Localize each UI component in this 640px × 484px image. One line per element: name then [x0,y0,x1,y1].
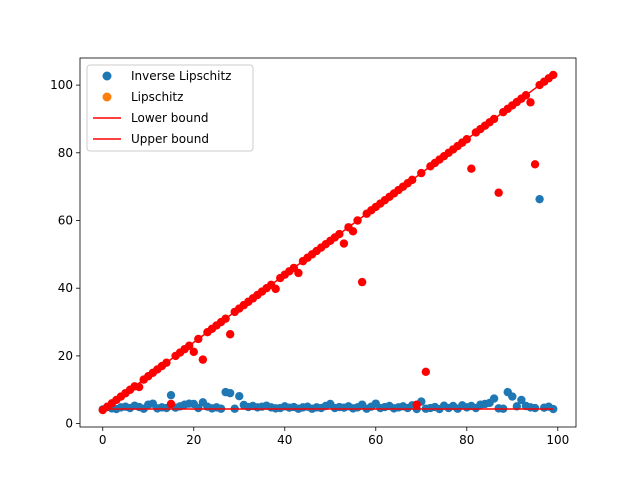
legend-marker [102,71,112,81]
data-point [189,347,198,357]
data-point [467,164,476,173]
data-point [494,188,503,197]
legend-entry: Inverse Lipschitz [102,69,231,83]
data-point [348,227,358,236]
x-tick-label: 80 [459,433,474,447]
y-tick-label: 0 [65,417,73,431]
y-tick-label: 100 [50,78,73,92]
legend-box [86,64,254,152]
data-point [357,277,367,287]
y-tick-label: 20 [58,349,73,363]
legend-entry: Lipschitz [102,90,183,104]
data-point [535,194,544,204]
legend-label: Inverse Lipschitz [131,69,231,83]
data-point [508,392,517,401]
x-tick-label: 0 [99,433,107,447]
data-point [271,284,280,294]
upper-bound-line [102,74,554,411]
y-tick-label: 40 [58,281,73,295]
legend-label: Lipschitz [131,90,183,104]
plot-area [98,70,558,415]
legend-marker [102,92,112,102]
data-point [194,403,203,413]
axes-frame [79,57,577,428]
y-tick-label: 80 [58,146,73,160]
legend-entry: Upper bound [93,132,209,146]
data-point [134,382,144,392]
data-point [198,355,208,364]
axes: 0 20 40 60 80 100 0 20 40 60 80 100 [50,57,577,447]
data-point [526,98,535,107]
data-point [489,394,499,403]
data-point [166,399,176,409]
data-point [225,330,235,339]
data-point [235,391,244,401]
data-point [339,239,349,248]
x-tick-label: 20 [186,433,201,447]
data-point [412,400,421,409]
data-point [530,403,540,413]
legend-entry: Lower bound [93,111,209,125]
x-tick-label: 40 [277,433,292,447]
data-point [530,160,540,169]
data-point [225,388,235,398]
legend-label: Lower bound [131,111,209,125]
data-point [294,268,303,278]
data-point [166,390,176,400]
data-point [421,367,431,377]
y-tick-label: 60 [58,213,73,227]
legend-label: Upper bound [131,132,209,146]
data-point [517,395,526,405]
x-tick-label: 60 [368,433,383,447]
x-tick-label: 100 [546,433,569,447]
legend: Inverse Lipschitz Lipschitz Lower bound Upp… [86,64,254,152]
